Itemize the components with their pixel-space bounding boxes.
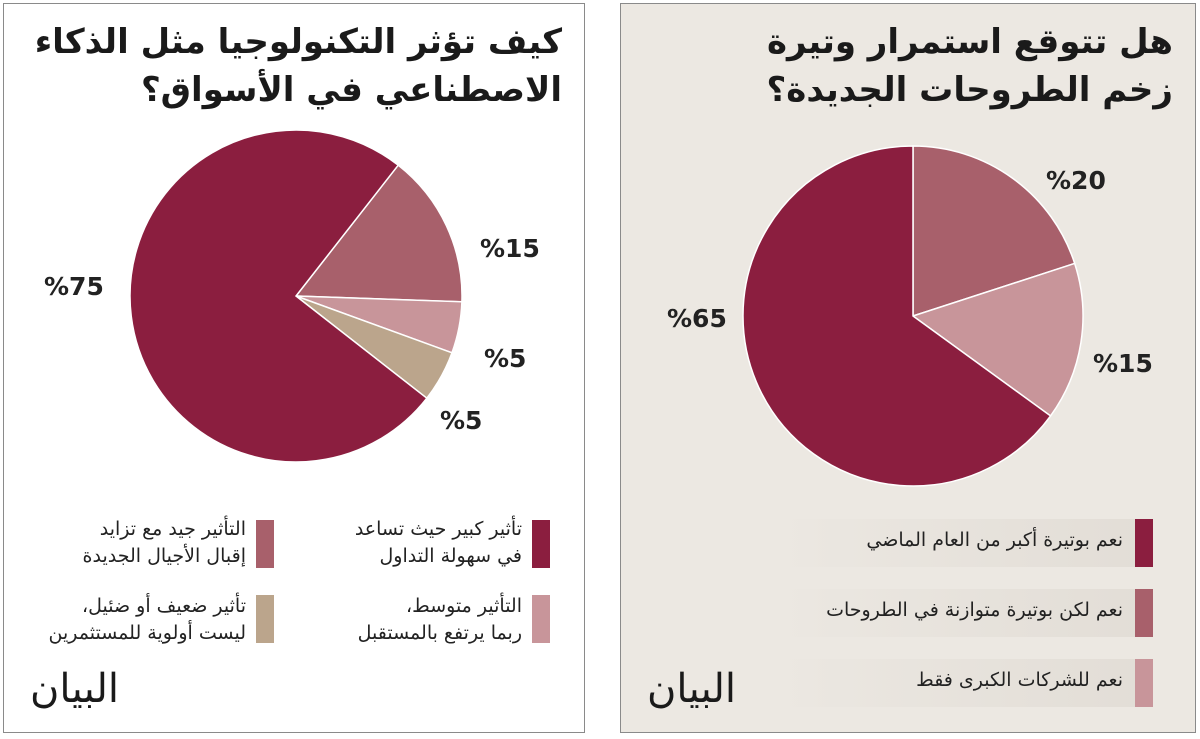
legend-line: ليست أولوية للمستثمرين (48, 622, 246, 644)
label-20: %20 (1046, 166, 1106, 195)
legend-line: ربما يرتفع بالمستقبل (357, 622, 522, 644)
label-75: %75 (44, 272, 104, 301)
albayan-logo: البيان (30, 666, 120, 712)
legend-line: إقبال الأجيال الجديدة (82, 545, 246, 567)
legend-line: تأثير ضعيف أو ضئيل، (82, 595, 246, 617)
legend-swatch-mid (256, 520, 274, 568)
legend-label: نعم بوتيرة أكبر من العام الماضي (866, 529, 1123, 551)
legend-item-1: نعم بوتيرة أكبر من العام الماضي (773, 519, 1153, 567)
legend-line: التأثير جيد مع تزايد (99, 518, 246, 540)
label-5a: %5 (484, 344, 527, 373)
pie-slice-15 (294, 164, 463, 303)
right-chart-panel: هل تتوقع استمرار وتيرة زخم الطروحات الجد… (620, 3, 1196, 733)
legend-label: نعم لكن بوتيرة متوازنة في الطروحات (826, 599, 1123, 621)
legend-line: في سهولة التداول (379, 545, 523, 567)
legend-line: تأثير كبير حيث تساعد (354, 518, 522, 540)
legend-swatch-mid (1135, 589, 1153, 637)
legend-item-3: التأثير متوسط، ربما يرتفع بالمستقبل (358, 593, 522, 647)
pie-slice-75 (129, 129, 428, 463)
legend-item-2: التأثير جيد مع تزايد إقبال الأجيال الجدي… (83, 516, 246, 570)
left-pie (129, 129, 463, 463)
legend-item-3: نعم للشركات الكبرى فقط (773, 659, 1153, 707)
label-65: %65 (667, 304, 727, 333)
legend-label: نعم للشركات الكبرى فقط (916, 669, 1123, 691)
legend-line: التأثير متوسط، (406, 595, 522, 617)
label-15: %15 (1093, 349, 1153, 378)
legend-swatch-tan (256, 595, 274, 643)
left-chart-panel: كيف تؤثر التكنولوجيا مثل الذكاء الاصطناع… (3, 3, 585, 733)
legend-item-2: نعم لكن بوتيرة متوازنة في الطروحات (773, 589, 1153, 637)
legend-swatch-dark (532, 520, 550, 568)
legend-item-1: تأثير كبير حيث تساعد في سهولة التداول (355, 516, 522, 570)
legend-swatch-light (1135, 659, 1153, 707)
legend-swatch-dark (1135, 519, 1153, 567)
title-text: هل تتوقع استمرار وتيرة زخم الطروحات الجد… (766, 22, 1173, 110)
pie-slice-15 (911, 262, 1084, 417)
title-text: كيف تؤثر التكنولوجيا مثل الذكاء الاصطناع… (34, 22, 562, 110)
legend-swatch-light (532, 595, 550, 643)
label-5b: %5 (440, 406, 483, 435)
left-chart-title: كيف تؤثر التكنولوجيا مثل الذكاء الاصطناع… (22, 18, 562, 114)
pie-slice-20 (912, 145, 1076, 318)
albayan-logo: البيان (647, 666, 737, 712)
right-pie (742, 145, 1084, 487)
label-15: %15 (480, 234, 540, 263)
pie-slice-65 (742, 145, 1052, 487)
legend-item-4: تأثير ضعيف أو ضئيل، ليست أولوية للمستثمر… (49, 593, 246, 647)
right-chart-title: هل تتوقع استمرار وتيرة زخم الطروحات الجد… (753, 18, 1173, 114)
